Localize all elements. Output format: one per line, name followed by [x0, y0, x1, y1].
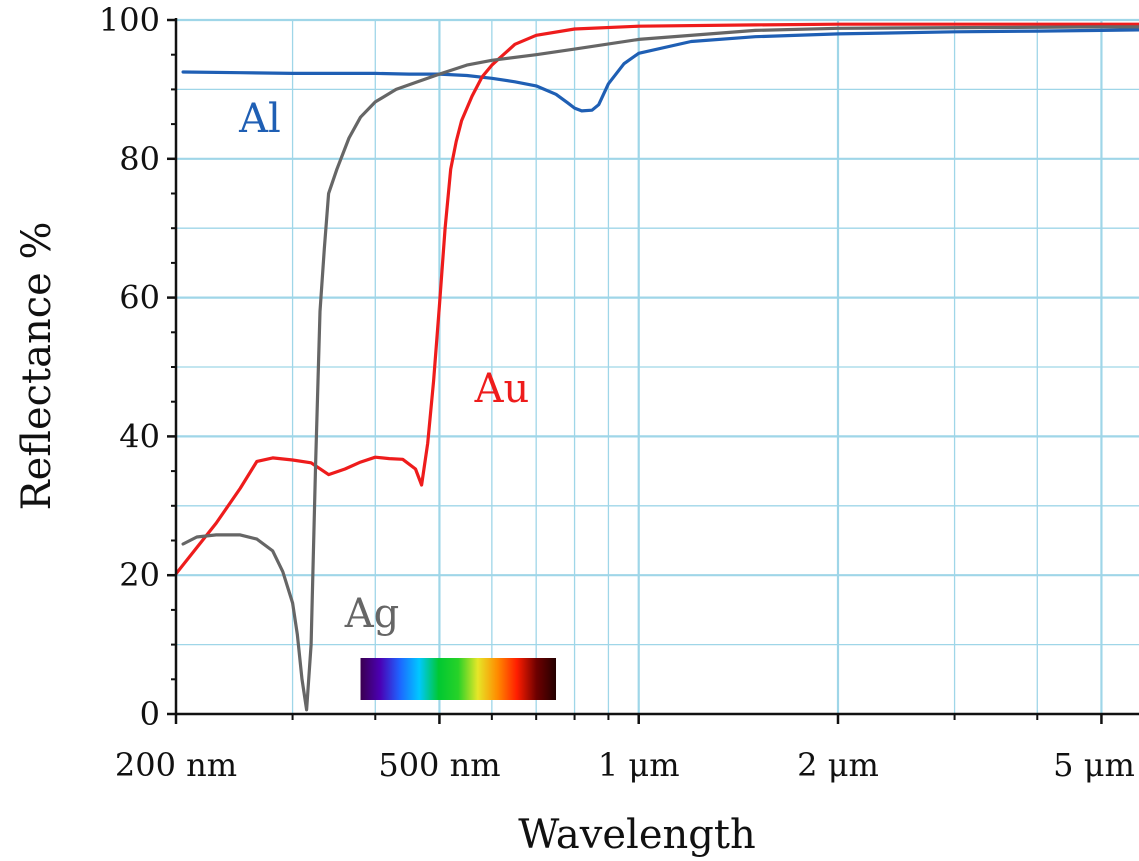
y-tick-label: 40 [119, 417, 160, 455]
x-tick-label: 500 nm [378, 746, 500, 784]
y-tick-label: 20 [119, 556, 160, 594]
series-lines [176, 22, 1139, 712]
minor-gridlines [176, 20, 1139, 714]
visible-spectrum-band [360, 658, 557, 700]
x-tick-label: 5 μm [1053, 746, 1135, 784]
series-line-au [176, 22, 1139, 576]
series-label-ag: Ag [344, 591, 400, 637]
visible-spectrum-bar [360, 658, 557, 700]
series-label-au: Au [474, 366, 530, 412]
y-tick-labels: 0 20 40 60 80 100 [99, 1, 160, 733]
x-tick-label: 200 nm [115, 746, 237, 784]
series-labels: Al Au Ag [238, 96, 529, 637]
series-line-ag [181, 25, 1139, 712]
axes [167, 18, 1139, 724]
major-gridlines [176, 18, 1139, 714]
y-tick-label: 100 [99, 1, 160, 39]
y-tick-label: 60 [119, 279, 160, 317]
series-line-al [181, 28, 1139, 113]
y-tick-label: 80 [119, 140, 160, 178]
x-tick-label: 2 μm [797, 746, 879, 784]
y-axis-title: Reflectance % [14, 221, 60, 510]
x-axis-title: Wavelength [518, 812, 755, 858]
x-tick-labels: 200 nm 500 nm 1 μm 2 μm 5 μm [115, 746, 1135, 784]
y-tick-label: 0 [140, 695, 160, 733]
x-tick-label: 1 μm [598, 746, 680, 784]
series-label-al: Al [238, 96, 281, 142]
